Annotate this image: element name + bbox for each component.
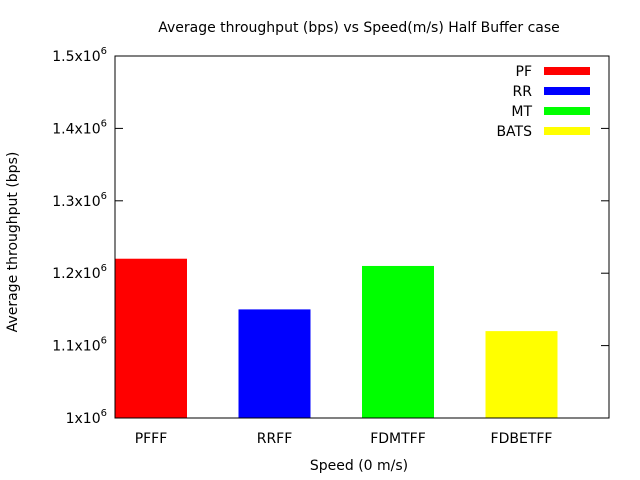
y-tick-label: 1.5x106 (52, 46, 107, 65)
plot-frame (114, 55, 610, 419)
legend-swatch (544, 127, 590, 135)
y-tick-exponent: 6 (101, 408, 107, 419)
legend-label: RR (513, 84, 533, 100)
chart-title: Average throughput (bps) vs Speed(m/s) H… (158, 20, 560, 36)
x-tick-label: FDMTFF (370, 431, 426, 447)
legend-label: MT (511, 104, 532, 120)
y-tick-label: 1.4x106 (52, 118, 107, 137)
y-tick-label: 1.3x106 (52, 191, 107, 210)
bar-pf (115, 258, 187, 418)
x-tick-label: FDBETFF (491, 431, 553, 447)
y-tick-label: 1.1x106 (52, 336, 107, 355)
x-tick-label: RRFF (257, 431, 293, 447)
y-tick-mantissa: 1.5x10 (52, 49, 100, 65)
legend-swatch (544, 67, 590, 75)
x-axis-label: Speed (0 m/s) (310, 458, 408, 474)
y-tick-label: 1x106 (66, 408, 107, 427)
y-tick-exponent: 6 (101, 191, 107, 202)
y-tick-exponent: 6 (101, 336, 107, 347)
legend: PF RR MT BATS (496, 64, 590, 140)
y-tick-mantissa: 1.1x10 (52, 339, 100, 355)
y-axis-label: Average throughput (bps) (5, 152, 21, 333)
y-tick-exponent: 6 (101, 118, 107, 129)
legend-label: PF (516, 64, 533, 80)
plot-area: 1x1061.1x1061.2x1061.3x1061.4x1061.5x106… (52, 46, 609, 447)
bar-bats (485, 331, 558, 418)
y-tick-mantissa: 1.2x10 (52, 266, 100, 282)
y-tick-exponent: 6 (101, 263, 107, 274)
bar-rr (238, 309, 311, 418)
y-tick-exponent: 6 (101, 46, 107, 57)
y-tick-mantissa: 1.4x10 (52, 121, 100, 137)
bar-mt (362, 265, 434, 418)
legend-swatch (544, 87, 590, 95)
legend-swatch (544, 107, 590, 115)
y-tick-label: 1.2x106 (52, 263, 107, 282)
legend-label: BATS (496, 124, 532, 140)
x-tick-label: PFFF (135, 431, 168, 447)
y-tick-mantissa: 1.3x10 (52, 194, 100, 210)
y-tick-mantissa: 1x10 (66, 411, 101, 427)
